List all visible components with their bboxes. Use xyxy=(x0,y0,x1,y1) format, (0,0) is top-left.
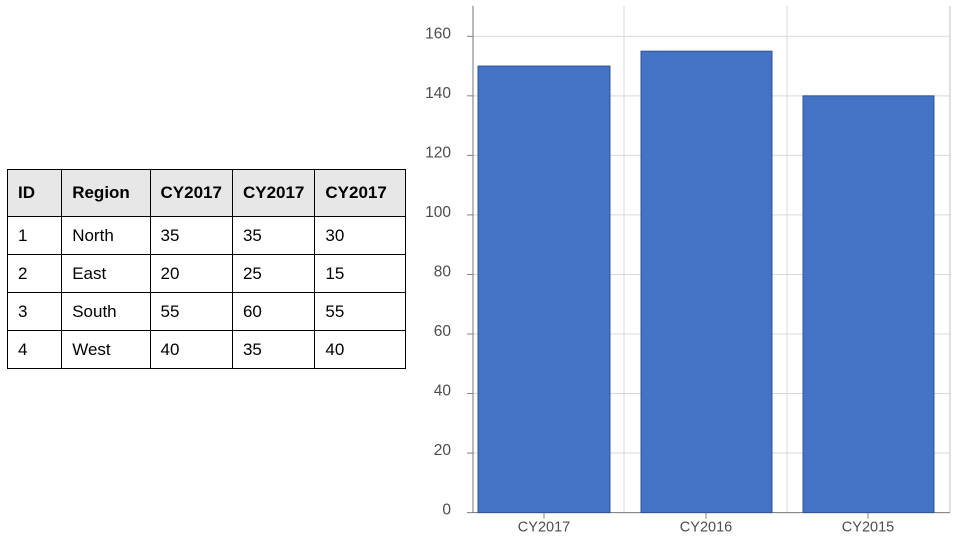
svg-text:140: 140 xyxy=(425,85,451,102)
svg-text:100: 100 xyxy=(425,204,451,221)
svg-text:120: 120 xyxy=(425,144,451,161)
svg-text:80: 80 xyxy=(434,264,452,281)
svg-text:160: 160 xyxy=(425,25,451,42)
svg-text:CY2016: CY2016 xyxy=(680,520,732,536)
svg-text:CY2017: CY2017 xyxy=(518,520,570,536)
svg-text:60: 60 xyxy=(434,323,452,340)
svg-text:40: 40 xyxy=(434,383,452,400)
svg-text:CY2015: CY2015 xyxy=(842,520,894,536)
svg-text:0: 0 xyxy=(442,502,451,519)
svg-text:20: 20 xyxy=(434,442,452,459)
